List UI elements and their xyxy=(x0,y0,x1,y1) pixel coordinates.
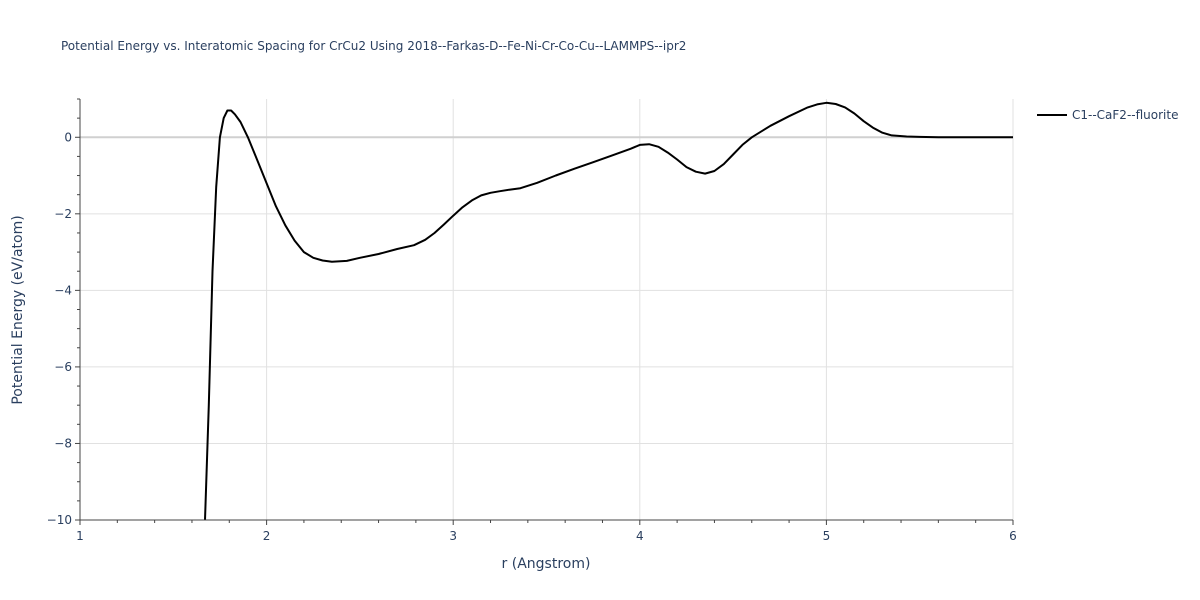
x-tick-label: 6 xyxy=(1009,529,1017,543)
y-tick-label: −4 xyxy=(54,283,72,297)
series-line xyxy=(204,101,1013,521)
legend: C1--CaF2--fluorite xyxy=(1037,108,1178,122)
grid xyxy=(80,99,1014,520)
x-axis-title: r (Angstrom) xyxy=(502,556,591,572)
y-axis-title: Potential Energy (eV/atom) xyxy=(10,215,26,404)
x-tick-label: 4 xyxy=(636,529,644,543)
legend-label: C1--CaF2--fluorite xyxy=(1072,108,1178,122)
x-tick-label: 5 xyxy=(823,529,831,543)
series-layer xyxy=(204,101,1013,521)
x-tick-label: 1 xyxy=(76,529,84,543)
y-tick-label: −6 xyxy=(54,360,72,374)
x-tick-label: 2 xyxy=(263,529,271,543)
y-tick-label: −8 xyxy=(54,436,72,450)
x-tick-labels: 1 2 3 4 5 6 xyxy=(76,529,1017,543)
x-tick-label: 3 xyxy=(449,529,457,543)
y-tick-label: −10 xyxy=(47,513,72,527)
axes xyxy=(75,98,1014,525)
y-tick-labels: −10 −8 −6 −4 −2 0 xyxy=(47,130,72,527)
chart-title: Potential Energy vs. Interatomic Spacing… xyxy=(61,39,686,53)
y-tick-label: −2 xyxy=(54,207,72,221)
y-tick-label: 0 xyxy=(64,130,72,144)
